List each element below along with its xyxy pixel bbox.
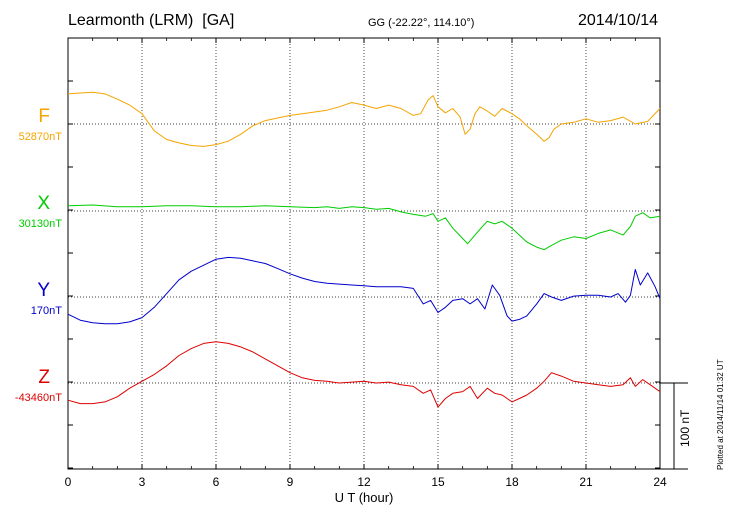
component-baseline-x: 30130nT (18, 218, 62, 230)
component-baseline-f: 52870nT (18, 131, 62, 143)
x-tick-label: 15 (431, 475, 445, 489)
scale-bar (660, 382, 688, 470)
grid-lines (68, 38, 660, 469)
component-label-y: Y (37, 280, 50, 301)
x-axis-label: U T (hour) (335, 490, 394, 505)
component-baseline-y: 170nT (30, 305, 62, 317)
scale-bar-label: 100 nT (678, 409, 692, 447)
component-label-f: F (38, 106, 50, 127)
component-baseline-z: -43460nT (14, 392, 62, 404)
x-tick-label: 12 (357, 475, 371, 489)
component-label-x: X (37, 193, 50, 214)
series-line-x (67, 204, 661, 251)
station-title: Learmonth (LRM) [GA] (68, 12, 235, 29)
x-tick-label: 24 (653, 475, 667, 489)
axis-ticks: 0 3 6 9 12 15 18 21 24 (65, 37, 667, 489)
series-line-z (67, 341, 661, 408)
series-lines (67, 91, 661, 408)
series-line-y (67, 256, 661, 325)
station-coordinates: GG (-22.22°, 114.10°) (368, 17, 475, 29)
x-tick-label: 18 (505, 475, 519, 489)
x-tick-label: 0 (65, 475, 72, 489)
component-label-z: Z (38, 367, 50, 388)
x-tick-label: 21 (579, 475, 593, 489)
series-line-f (67, 91, 661, 147)
plot-date: 2014/10/14 (578, 12, 659, 29)
x-tick-label: 6 (213, 475, 220, 489)
x-tick-label: 9 (287, 475, 294, 489)
x-tick-label: 3 (139, 475, 146, 489)
plotted-timestamp: Plotted at 2014/11/14 01:32 UT (716, 359, 725, 470)
